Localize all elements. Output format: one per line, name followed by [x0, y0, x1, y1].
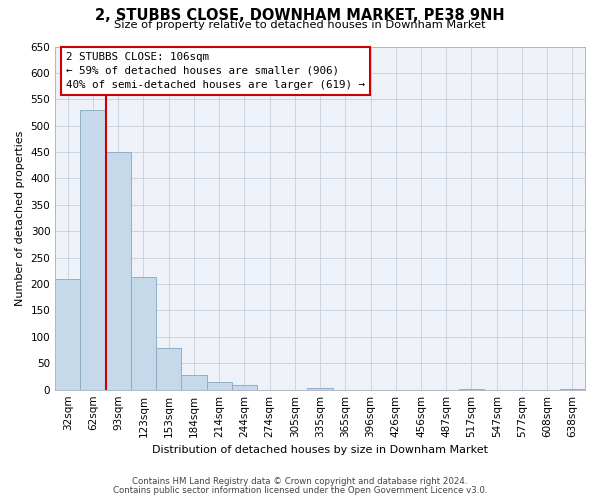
Y-axis label: Number of detached properties: Number of detached properties — [15, 130, 25, 306]
Bar — [560, 389, 585, 390]
Bar — [156, 348, 181, 390]
Bar — [131, 277, 156, 390]
X-axis label: Distribution of detached houses by size in Downham Market: Distribution of detached houses by size … — [152, 445, 488, 455]
Bar — [55, 279, 80, 390]
Bar — [181, 376, 206, 390]
Bar — [459, 389, 484, 390]
Text: 2 STUBBS CLOSE: 106sqm
← 59% of detached houses are smaller (906)
40% of semi-de: 2 STUBBS CLOSE: 106sqm ← 59% of detached… — [66, 52, 365, 90]
Text: Contains HM Land Registry data © Crown copyright and database right 2024.: Contains HM Land Registry data © Crown c… — [132, 477, 468, 486]
Bar — [307, 388, 332, 390]
Text: Size of property relative to detached houses in Downham Market: Size of property relative to detached ho… — [114, 20, 486, 30]
Text: Contains public sector information licensed under the Open Government Licence v3: Contains public sector information licen… — [113, 486, 487, 495]
Bar — [232, 386, 257, 390]
Bar — [80, 110, 106, 390]
Bar — [106, 152, 131, 390]
Text: 2, STUBBS CLOSE, DOWNHAM MARKET, PE38 9NH: 2, STUBBS CLOSE, DOWNHAM MARKET, PE38 9N… — [95, 8, 505, 22]
Bar — [206, 382, 232, 390]
